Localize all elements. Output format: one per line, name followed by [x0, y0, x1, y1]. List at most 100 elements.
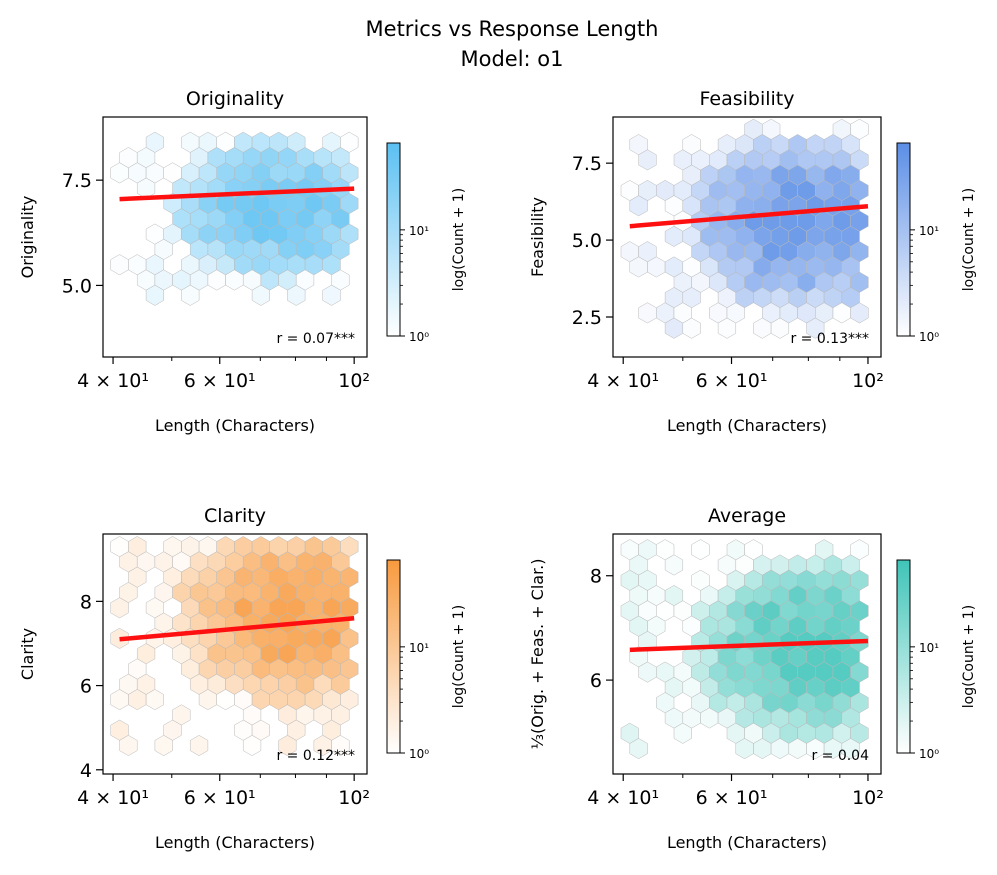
panel-clarity: 4 × 10¹ 6 × 10¹ 10² 4 6 8 Clarity Length (Chara… [18, 505, 467, 852]
correlation-label: r = 0.13*** [790, 331, 869, 347]
axes-frame [102, 116, 368, 358]
y-tick-label: 6 [80, 676, 92, 698]
hexbin-cell [638, 149, 657, 171]
x-axis-label: Length (Characters) [155, 416, 315, 435]
x-axis-label: Length (Characters) [667, 416, 827, 435]
x-axis-label: Length (Characters) [667, 833, 827, 852]
trend-line [629, 638, 869, 653]
colorbar [896, 559, 911, 754]
subplot-title: Originality [186, 88, 284, 110]
axes-frame [612, 533, 882, 775]
hexbin-cell [145, 284, 164, 306]
hexbin-cell [110, 254, 129, 276]
x-tick-label: 10² [338, 787, 370, 809]
y-tick-label: 6 [590, 670, 602, 692]
hexbin-cell [331, 735, 350, 756]
hexbin-cell [806, 317, 825, 339]
hexbin-cell [629, 738, 648, 760]
x-tick-label: 6 × 10¹ [184, 787, 256, 809]
colorbar [386, 142, 401, 337]
colorbar [386, 559, 401, 754]
colorbar [896, 142, 911, 337]
colorbar-label: log(Count + 1) [451, 188, 467, 291]
hexbin-cell [119, 735, 138, 756]
hexbin-cell [251, 284, 270, 306]
hexbin-cell [691, 539, 710, 561]
hexbin-cell [154, 735, 173, 756]
x-tick-label: 10² [338, 370, 370, 392]
panel-average: 4 × 10¹ 6 × 10¹ 10² 6 8 Average Length (Charac… [528, 505, 977, 852]
axes-frame [102, 533, 368, 775]
x-tick-label: 10² [852, 370, 884, 392]
correlation-label: r = 0.07*** [276, 331, 355, 347]
trend-line [629, 203, 869, 229]
correlation-label: r = 0.12*** [276, 748, 355, 764]
trend-line [119, 186, 355, 202]
y-axis-label: Feasibility [528, 197, 547, 277]
hexbin-cell [682, 317, 701, 339]
colorbar-label: log(Count + 1) [451, 605, 467, 708]
hexbin-cell [145, 689, 164, 711]
y-axis-label: Clarity [18, 628, 37, 680]
hexbin-cells [620, 118, 869, 339]
correlation-label: r = 0.04 [811, 748, 869, 764]
hexbin-cell [673, 722, 692, 744]
subplot-title: Clarity [204, 505, 266, 527]
y-tick-label: 7.5 [572, 153, 602, 175]
x-tick-label: 6 × 10¹ [184, 370, 256, 392]
hexbin-cell [181, 284, 200, 306]
colorbar-tick-label: 10¹ [409, 641, 429, 655]
panel-feasibility: 4 × 10¹ 6 × 10¹ 10² 2.5 5.0 7.5 Feasibility Len… [528, 88, 977, 435]
hexbin-cell [841, 738, 860, 760]
hexbin-cell [770, 317, 790, 339]
hexbin-cell [717, 317, 737, 339]
colorbar-tick-label: 10⁰ [409, 747, 429, 761]
x-tick-label: 4 × 10¹ [77, 370, 149, 392]
x-tick-label: 6 × 10¹ [696, 370, 768, 392]
axes-frame [612, 116, 882, 358]
y-tick-label: 7.5 [62, 170, 92, 192]
hexbin-cells [110, 131, 359, 306]
colorbar-tick-label: 10¹ [919, 224, 939, 238]
y-tick-label: 5.0 [62, 275, 92, 297]
x-tick-label: 4 × 10¹ [77, 787, 149, 809]
y-tick-label: 8 [80, 591, 92, 613]
subplot-title: Feasibility [700, 88, 795, 110]
colorbar-tick-label: 10¹ [409, 224, 429, 238]
colorbar-tick-label: 10⁰ [409, 330, 429, 344]
hexbin-cell [322, 284, 341, 306]
y-axis-label: ⅓(Orig. + Feas. + Clar.) [528, 558, 547, 749]
y-tick-label: 4 [80, 760, 92, 782]
figure-title: Metrics vs Response Length [366, 17, 659, 41]
hexbin-cell [664, 554, 684, 576]
trend-line [119, 615, 355, 642]
colorbar-label: log(Count + 1) [961, 605, 977, 708]
hexbin-cell [278, 735, 297, 756]
panel-originality: 4 × 10¹ 6 × 10¹ 10² 5.0 7.5 Originality Length… [18, 88, 467, 435]
hexbin-cell [287, 284, 306, 306]
y-axis-label: Originality [18, 196, 37, 279]
hexbin-cell [850, 302, 869, 324]
x-tick-label: 4 × 10¹ [587, 787, 659, 809]
hexbin-cells [110, 536, 359, 756]
x-tick-label: 6 × 10¹ [696, 787, 768, 809]
hexbin-cell [638, 302, 657, 324]
x-axis-label: Length (Characters) [155, 833, 315, 852]
colorbar-tick-label: 10⁰ [919, 747, 939, 761]
y-tick-label: 5.0 [572, 230, 602, 252]
subplot-title: Average [708, 505, 786, 527]
figure-subtitle: Model: o1 [460, 47, 563, 71]
hexbin-cell [242, 735, 262, 756]
colorbar-tick-label: 10⁰ [919, 330, 939, 344]
hexbin-cell [110, 597, 129, 619]
x-tick-label: 10² [852, 787, 884, 809]
y-tick-label: 2.5 [572, 307, 602, 329]
colorbar-label: log(Count + 1) [961, 188, 977, 291]
hexbin-cell [629, 195, 648, 217]
hexbin-cells [620, 539, 869, 760]
hexbin-cell [189, 735, 209, 756]
colorbar-tick-label: 10¹ [919, 641, 939, 655]
x-tick-label: 4 × 10¹ [587, 370, 659, 392]
y-tick-label: 8 [590, 566, 602, 588]
